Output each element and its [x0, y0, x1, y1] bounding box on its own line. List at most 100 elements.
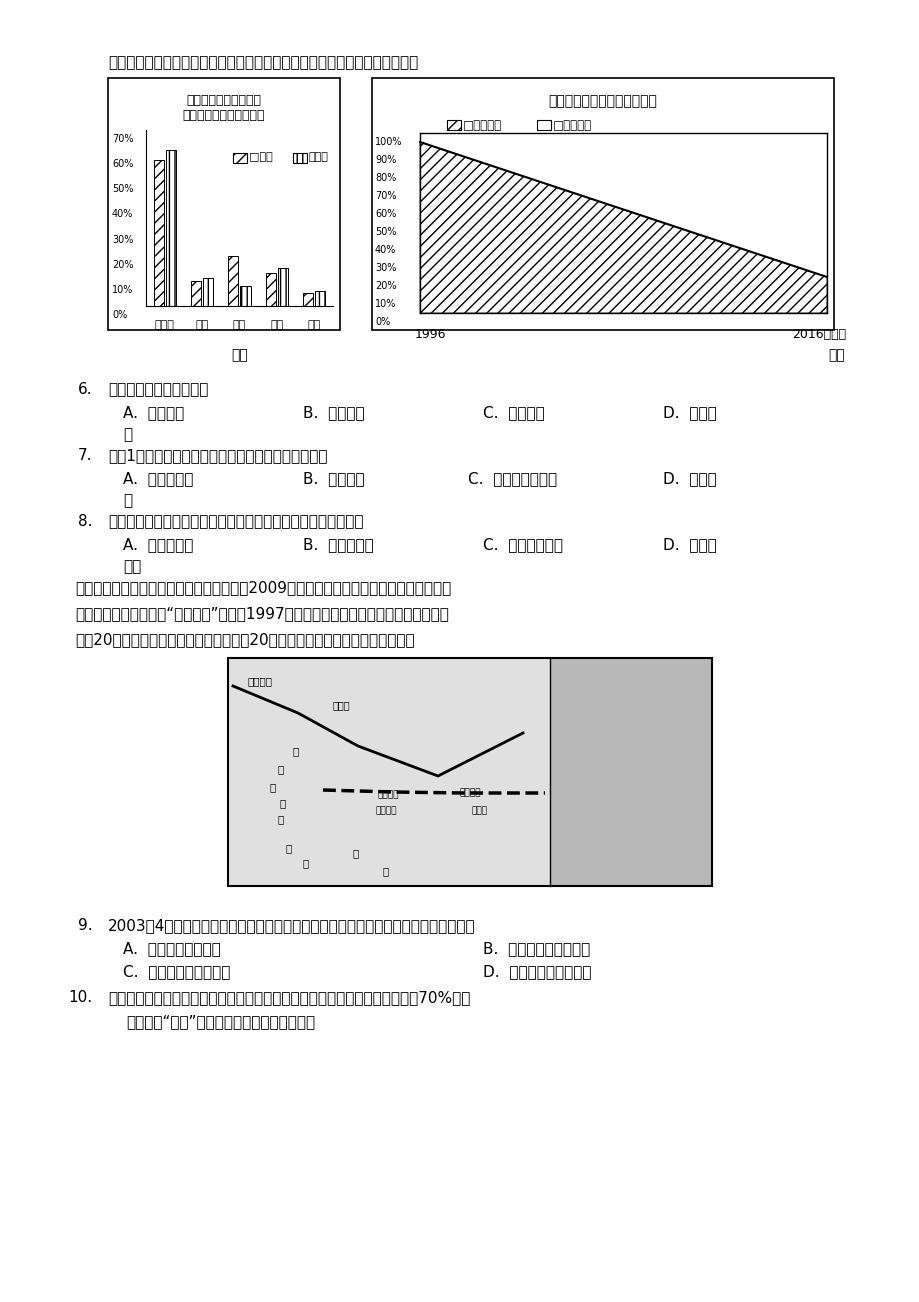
Text: 30%: 30% — [112, 234, 133, 245]
Bar — [191, 281, 201, 306]
Text: 10%: 10% — [112, 285, 133, 294]
Text: 1996: 1996 — [414, 328, 446, 341]
Text: 治理: 治理 — [123, 559, 142, 574]
Text: 连: 连 — [302, 858, 309, 868]
Text: 玉门市: 玉门市 — [333, 700, 350, 710]
Text: 从图1可知，该地早期土地利用导致的生态问题是（）: 从图1可知，该地早期土地利用导致的生态问题是（） — [108, 448, 327, 464]
Text: 0%: 0% — [112, 310, 127, 320]
Text: 牟业: 牟业 — [233, 320, 246, 329]
Text: □常绿植被: □常绿植被 — [552, 118, 592, 132]
Text: D.  风沙的: D. 风沙的 — [663, 536, 716, 552]
Text: D.  西北地: D. 西北地 — [663, 405, 716, 421]
Text: 6.: 6. — [78, 381, 93, 397]
Bar — [165, 150, 176, 306]
Text: 该地区早期各农业部门: 该地区早期各农业部门 — [187, 94, 261, 107]
Text: 玉门隶属酒泉市，是中国石油工业的摇篮，2009年被确定为全国第二批资源枯竭型城市。: 玉门隶属酒泉市，是中国石油工业的摇篮，2009年被确定为全国第二批资源枯竭型城市… — [75, 579, 450, 595]
Text: 70%: 70% — [375, 191, 396, 201]
Bar — [108, 78, 340, 329]
Text: 山: 山 — [353, 848, 358, 858]
Text: 10.: 10. — [68, 990, 92, 1005]
Text: C.  新城区靠近铁路干线: C. 新城区靠近铁路干线 — [123, 963, 230, 979]
Text: 2016（年）: 2016（年） — [791, 328, 845, 341]
Text: 该地可能位于我国的（）: 该地可能位于我国的（） — [108, 381, 208, 397]
Text: 60%: 60% — [375, 210, 396, 219]
Text: □草灌木丛: □草灌木丛 — [462, 118, 502, 132]
Text: 玉门风能资源丰富，有“陆上三峡”之称，1997年玉门建成了甘肃省首个示范型风电场，: 玉门风能资源丰富，有“陆上三峡”之称，1997年玉门建成了甘肃省首个示范型风电场… — [75, 605, 448, 621]
Text: 治理前后该地区植被覆盖情况: 治理前后该地区植被覆盖情况 — [548, 94, 657, 108]
Text: 林业: 林业 — [195, 320, 209, 329]
Bar — [228, 658, 711, 885]
Text: 9.: 9. — [78, 918, 93, 934]
Bar — [292, 154, 307, 163]
Text: 图甲和图乙是我国某地区近二十年的土地资源利用情况。读图回答下面小题。: 图甲和图乙是我国某地区近二十年的土地资源利用情况。读图回答下面小题。 — [108, 55, 418, 70]
Text: 20%: 20% — [112, 259, 133, 270]
Text: 90%: 90% — [375, 155, 396, 165]
Text: 连: 连 — [278, 814, 284, 824]
Text: B.  华北地区: B. 华北地区 — [302, 405, 364, 421]
Text: C.  南方地区: C. 南方地区 — [482, 405, 544, 421]
Bar — [278, 268, 288, 306]
Bar — [266, 273, 276, 306]
Bar — [153, 160, 164, 306]
Text: 渔业: 渔业 — [307, 320, 321, 329]
Text: D.  新城区位于绿洲边缘: D. 新城区位于绿洲边缘 — [482, 963, 591, 979]
Text: B.  水土流失: B. 水土流失 — [302, 471, 364, 486]
Text: 60%: 60% — [112, 159, 133, 169]
Text: 50%: 50% — [375, 227, 396, 237]
Text: 10%: 10% — [375, 299, 396, 309]
Text: 疏: 疏 — [292, 746, 299, 756]
Bar — [550, 658, 711, 885]
Text: 种植业: 种植业 — [154, 320, 175, 329]
Text: 0%: 0% — [375, 316, 390, 327]
Text: 产值占农业总产值的比例: 产值占农业总产值的比例 — [183, 109, 265, 122]
Text: 日平原: 日平原 — [309, 152, 328, 161]
Bar — [447, 120, 460, 130]
Text: 40%: 40% — [112, 210, 133, 220]
Bar — [371, 78, 834, 329]
Polygon shape — [420, 142, 826, 312]
Bar — [315, 290, 325, 306]
Text: 祁: 祁 — [286, 842, 292, 853]
Text: C.  土地次生盐碱化: C. 土地次生盐碱化 — [468, 471, 557, 486]
Text: 玉门老城: 玉门老城 — [378, 790, 399, 799]
Text: 30%: 30% — [375, 263, 396, 273]
Text: A.  石油资源面临枯竭: A. 石油资源面临枯竭 — [123, 941, 221, 956]
Bar — [228, 658, 550, 885]
Text: 疏勒绿洲: 疏勒绿洲 — [248, 676, 273, 686]
Text: A.  湿地的保护: A. 湿地的保护 — [123, 536, 193, 552]
Text: 玉门油田: 玉门油田 — [376, 806, 397, 815]
Text: 风电产业成为玉门城市转型发展的新希望，然而已建成的风电机组运行率不朆70%。玉: 风电产业成为玉门城市转型发展的新希望，然而已建成的风电机组运行率不朆70%。玉 — [108, 990, 470, 1005]
Bar — [303, 293, 313, 306]
Text: 脉: 脉 — [382, 866, 389, 876]
Text: 20%: 20% — [375, 281, 396, 292]
Text: 图甲: 图甲 — [232, 348, 248, 362]
Text: 河: 河 — [269, 783, 276, 792]
Text: B.  红壤的改良: B. 红壤的改良 — [302, 536, 373, 552]
Text: D.  湿地锐: D. 湿地锐 — [663, 471, 716, 486]
Text: 2003年4月始，玉门市实施了政府驻地迁址工程。玉门市驻地搜迁的最主要原因是（）: 2003年4月始，玉门市实施了政府驻地迁址工程。玉门市驻地搜迁的最主要原因是（） — [108, 918, 475, 934]
Text: 减: 减 — [123, 493, 132, 508]
Bar — [203, 279, 213, 306]
Text: A.  土地沙漠化: A. 土地沙漠化 — [123, 471, 193, 486]
Text: 酒泉市: 酒泉市 — [471, 806, 488, 815]
Text: 50%: 50% — [112, 185, 133, 194]
Text: 100%: 100% — [375, 137, 403, 147]
Text: 7.: 7. — [78, 448, 93, 464]
Text: B.  新城区风能资源丰富: B. 新城区风能资源丰富 — [482, 941, 590, 956]
Bar — [228, 255, 238, 306]
Text: 祁: 祁 — [279, 798, 286, 809]
Text: 嘉峕关市: 嘉峕关市 — [460, 788, 481, 797]
Text: 图乙: 图乙 — [827, 348, 844, 362]
Text: 副业: 副业 — [270, 320, 283, 329]
Text: A.  东北地区: A. 东北地区 — [123, 405, 184, 421]
Text: 该地目前农业可持续发展需要解决的土地利用方面的问题是（）: 该地目前农业可持续发展需要解决的土地利用方面的问题是（） — [108, 514, 363, 529]
Text: C.  盐碱地的治理: C. 盐碱地的治理 — [482, 536, 562, 552]
Text: 80%: 80% — [375, 173, 396, 184]
Bar — [233, 154, 246, 163]
Bar — [240, 286, 250, 306]
Text: 70%: 70% — [112, 134, 133, 145]
Text: □山区: □山区 — [249, 152, 272, 161]
Text: 区: 区 — [123, 427, 132, 441]
Text: 经过20年不懈努力，现已建成投产风电场20个。据此并结合下图完成下列各题。: 经过20年不懈努力，现已建成投产风电场20个。据此并结合下图完成下列各题。 — [75, 631, 414, 647]
Text: 8.: 8. — [78, 514, 93, 529]
